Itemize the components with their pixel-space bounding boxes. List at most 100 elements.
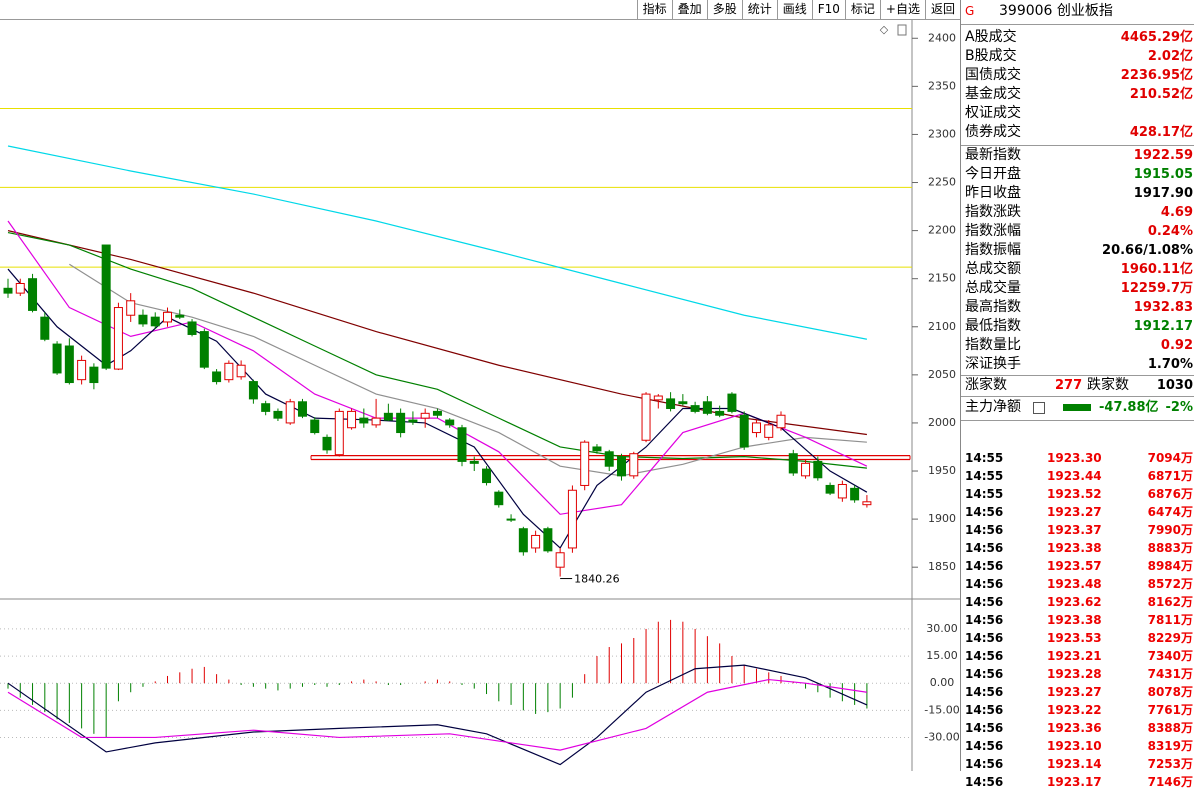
trade-row: 14:55 1923.30 7094万: [965, 449, 1193, 467]
y-tick-label: 2300: [928, 127, 956, 140]
candle-body: [751, 422, 761, 434]
candle-body: [690, 405, 700, 412]
y-tick-label: 2150: [928, 272, 956, 285]
header-mark: G: [965, 4, 975, 18]
candle-body: [101, 244, 111, 369]
breadth-up: 277: [1055, 378, 1083, 393]
trade-time: 14:56: [965, 739, 1004, 753]
moving-average: [7, 230, 867, 436]
toolbar-button[interactable]: 指标: [636, 0, 672, 19]
trade-volume: 6876万: [1147, 487, 1193, 501]
quote-value: 4.69: [1160, 205, 1193, 220]
y-tick-label: 30.00: [926, 622, 958, 635]
quote-row: 昨日收盘 1917.90: [965, 184, 1193, 203]
candle-body: [187, 321, 197, 335]
trade-time: 14:56: [965, 649, 1004, 663]
trade-row: 14:56 1923.21 7340万: [965, 647, 1193, 665]
candle-body: [580, 441, 590, 486]
quote-row: A股成交 4465.29亿: [965, 28, 1193, 47]
y-tick-label: 15.00: [926, 649, 958, 662]
candle-body: [371, 417, 381, 426]
candle-body: [261, 403, 271, 412]
moving-average: [7, 231, 867, 469]
trade-row: 14:56 1923.37 7990万: [965, 521, 1193, 539]
candle-body: [482, 468, 492, 484]
candle-body: [653, 395, 663, 401]
candle-body: [702, 401, 712, 414]
toolbar-button[interactable]: 多股: [706, 0, 742, 19]
toolbar-button[interactable]: F10: [811, 0, 845, 19]
y-tick-label: 2100: [928, 320, 956, 333]
quote-value: 2.02亿: [1147, 49, 1193, 64]
trade-price: 1923.30: [1047, 451, 1102, 465]
candle-body: [457, 427, 467, 462]
quote-value: 428.17亿: [1129, 125, 1193, 140]
trade-time: 14:56: [965, 523, 1004, 537]
scroll-icon: [897, 24, 907, 36]
trade-volume: 6871万: [1147, 469, 1193, 483]
trade-time: 14:56: [965, 775, 1004, 789]
trade-row: 14:56 1923.28 7431万: [965, 665, 1193, 683]
quote-row: 最高指数 1932.83: [965, 298, 1193, 317]
quote-label: 总成交额: [965, 261, 1021, 277]
trade-time: 14:56: [965, 667, 1004, 681]
quote-label: 权证成交: [965, 105, 1021, 121]
candle-body: [801, 462, 811, 477]
quote-row: B股成交 2.02亿: [965, 47, 1193, 66]
trade-volume: 8388万: [1147, 721, 1193, 735]
candle-body: [408, 419, 418, 423]
toolbar-button[interactable]: 画线: [776, 0, 812, 19]
quote-row: 指数涨跌 4.69: [965, 203, 1193, 222]
trade-row: 14:56 1923.14 7253万: [965, 755, 1193, 773]
quote-row: 最低指数 1912.17: [965, 317, 1193, 336]
candle-body: [420, 412, 430, 419]
y-tick-label: -15.00: [924, 703, 959, 716]
quote-label: 指数量比: [965, 337, 1021, 353]
y-tick-label: 1850: [928, 560, 956, 573]
moving-average: [69, 263, 867, 477]
trade-price: 1923.22: [1047, 703, 1102, 717]
candle-body: [322, 436, 332, 451]
quote-label: 昨日收盘: [965, 185, 1021, 201]
candle-body: [396, 412, 406, 434]
candle-body: [567, 489, 577, 549]
quote-label: B股成交: [965, 48, 1017, 64]
trade-volume: 7340万: [1147, 649, 1193, 663]
quote-row: 指数振幅 20.66/1.08%: [965, 241, 1193, 260]
trade-volume: 7990万: [1147, 523, 1193, 537]
trade-price: 1923.37: [1047, 523, 1102, 537]
trade-row: 14:55 1923.44 6871万: [965, 467, 1193, 485]
quote-label: 最高指数: [965, 299, 1021, 315]
quote-value: 12259.7万: [1120, 281, 1193, 296]
trade-row: 14:56 1923.38 8883万: [965, 539, 1193, 557]
quote-label: 基金成交: [965, 86, 1021, 102]
trade-price: 1923.62: [1047, 595, 1102, 609]
toolbar-button[interactable]: 叠加: [671, 0, 707, 19]
breadth-up-label: 涨家数: [965, 377, 1007, 393]
toolbar-button[interactable]: 标记: [844, 0, 880, 19]
candle-body: [727, 393, 737, 412]
candle-body: [163, 311, 173, 323]
quote-row: 债券成交 428.17亿: [965, 123, 1193, 142]
trade-volume: 8162万: [1147, 595, 1193, 609]
candle-body: [813, 460, 823, 479]
quote-row: 指数量比 0.92: [965, 336, 1193, 355]
moving-average: [7, 220, 868, 515]
toolbar-button[interactable]: +自选: [879, 0, 925, 19]
trade-row: 14:56 1923.27 6474万: [965, 503, 1193, 521]
candle-body: [629, 453, 639, 477]
trade-row: 14:56 1923.27 8078万: [965, 683, 1193, 701]
quote-value: 2236.95亿: [1120, 68, 1193, 83]
candle-body: [248, 381, 258, 400]
candle-body: [175, 314, 185, 318]
quote-value: 1.70%: [1147, 357, 1193, 372]
candle-body: [543, 528, 553, 552]
y-tick-label: 2350: [928, 79, 956, 92]
toolbar-button[interactable]: 返回: [924, 0, 960, 19]
flow-pct: -2%: [1165, 400, 1193, 415]
trade-price: 1923.27: [1047, 685, 1102, 699]
candle-body: [739, 414, 749, 448]
quote-label: A股成交: [965, 29, 1017, 45]
toolbar-button[interactable]: 统计: [741, 0, 777, 19]
